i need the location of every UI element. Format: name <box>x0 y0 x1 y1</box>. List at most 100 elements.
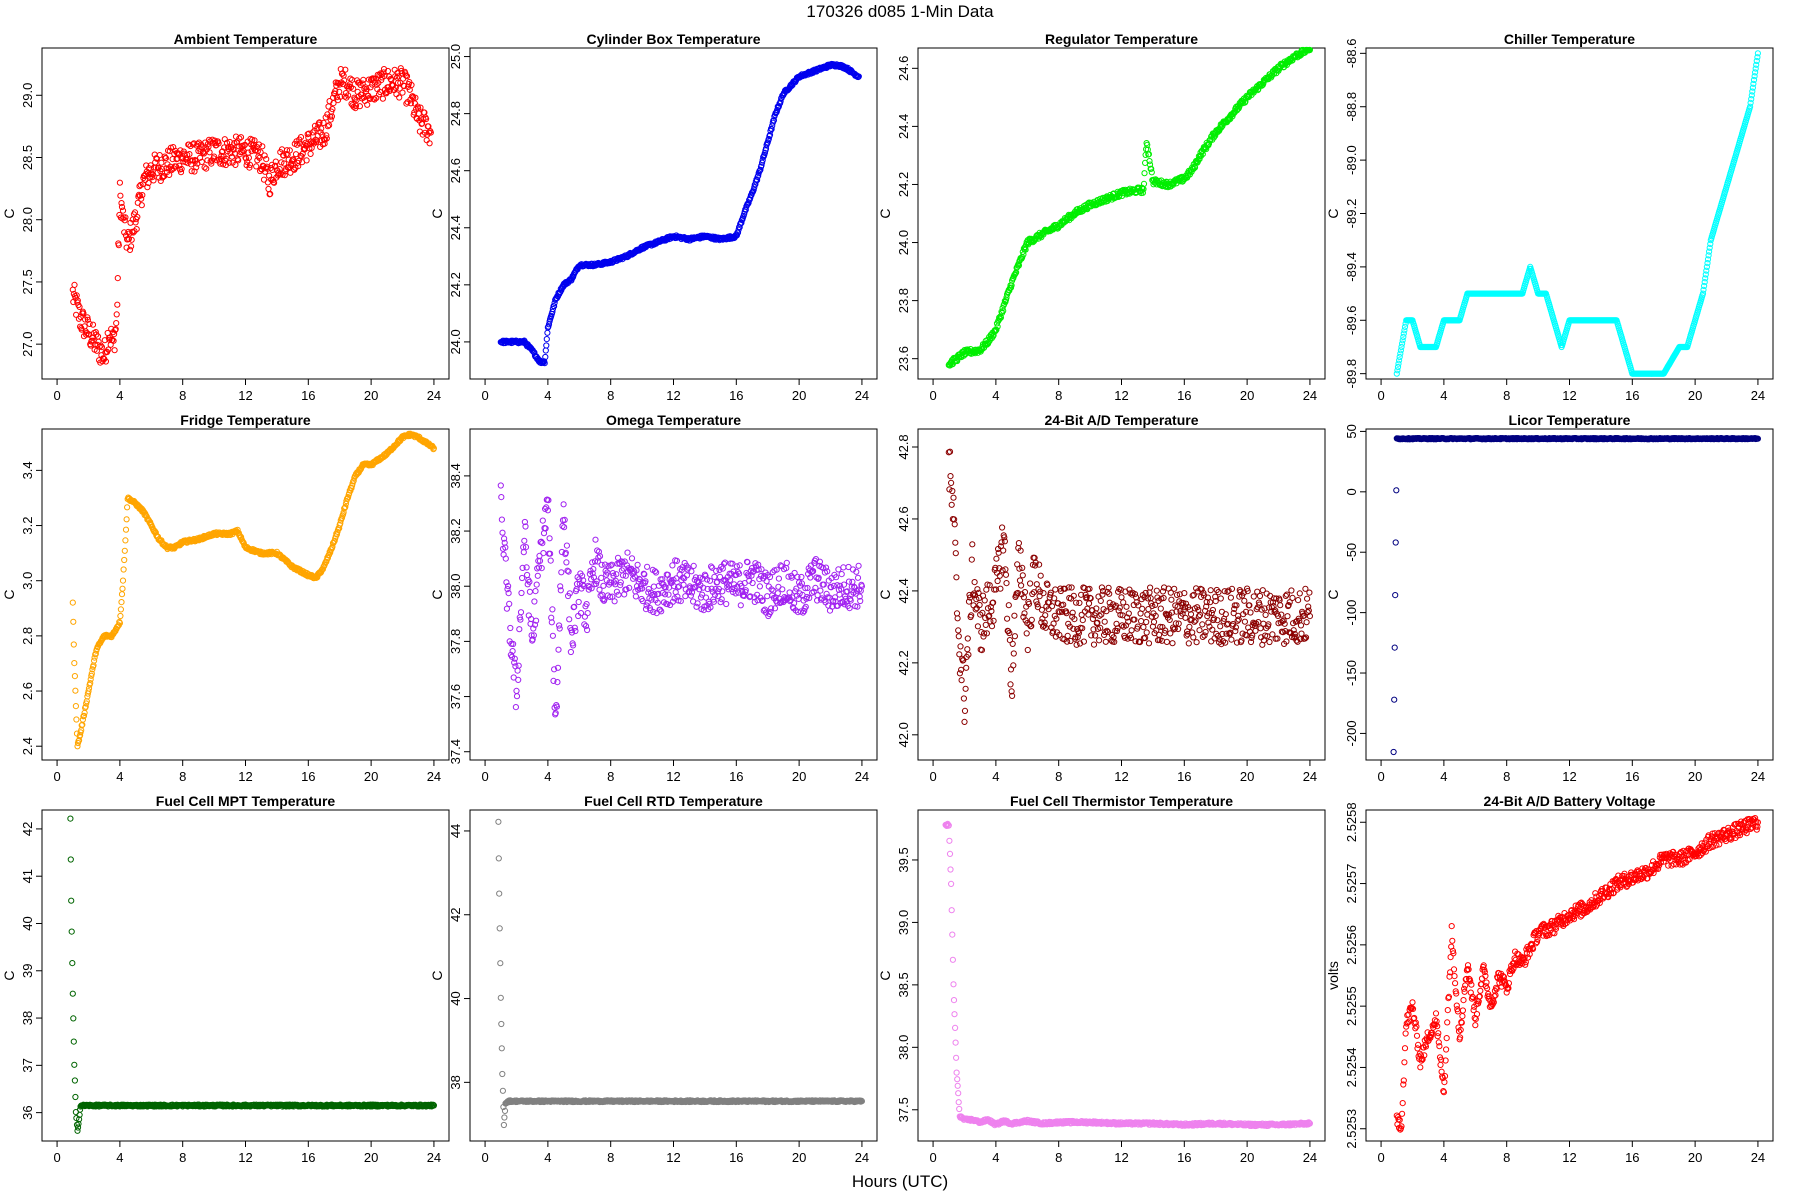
x-tick-label: 20 <box>792 769 806 784</box>
data-point <box>237 134 245 141</box>
data-point <box>1394 363 1402 371</box>
data-point <box>786 589 793 596</box>
x-tick-label: 0 <box>929 388 936 403</box>
x-tick-label: 12 <box>666 388 680 403</box>
data-point <box>118 203 126 211</box>
data-point <box>97 342 104 349</box>
x-tick-label: 12 <box>666 769 680 784</box>
data-point <box>737 602 744 609</box>
data-point <box>156 152 163 159</box>
data-point <box>1145 151 1153 158</box>
data-point <box>955 627 962 634</box>
data-point <box>1016 577 1024 584</box>
data-point <box>88 337 95 344</box>
data-point <box>568 275 576 282</box>
data-point <box>150 177 157 184</box>
data-point <box>425 129 433 136</box>
data-point <box>80 310 87 317</box>
y-tick-label: 23.6 <box>896 346 911 371</box>
data-point <box>515 662 522 669</box>
x-tick-label: 12 <box>1114 388 1128 403</box>
data-point <box>1284 613 1291 620</box>
data-point <box>971 579 978 586</box>
y-axis-label: C <box>1 589 17 599</box>
data-point <box>267 190 274 197</box>
data-point <box>615 591 622 598</box>
x-tick-label: 8 <box>1503 769 1510 784</box>
data-point <box>283 151 290 158</box>
data-point <box>498 516 505 523</box>
data-point <box>270 179 277 186</box>
data-point <box>953 610 961 617</box>
data-point <box>84 314 91 321</box>
data-point <box>1163 638 1171 646</box>
data-point <box>520 549 527 556</box>
data-point <box>122 526 130 533</box>
data-point <box>1207 599 1214 606</box>
data-point <box>1156 631 1163 638</box>
data-point <box>1146 161 1154 168</box>
data-point <box>513 687 520 695</box>
data-point <box>1228 636 1235 643</box>
data-point <box>855 562 862 569</box>
data-point <box>962 685 969 692</box>
data-point <box>968 556 975 563</box>
data-point <box>148 170 155 177</box>
x-tick-label: 8 <box>179 769 186 784</box>
data-point <box>1196 611 1204 619</box>
data-point <box>1277 602 1284 609</box>
data-point <box>1146 158 1153 165</box>
data-point <box>201 164 208 171</box>
x-tick-label: 12 <box>238 388 252 403</box>
x-tick-label: 16 <box>1177 388 1191 403</box>
data-point <box>650 583 658 590</box>
data-point <box>259 143 266 150</box>
data-point <box>155 164 162 171</box>
data-point <box>526 588 534 595</box>
data-point <box>1266 638 1273 646</box>
x-tick-label: 8 <box>607 769 614 784</box>
data-point <box>138 195 145 202</box>
data-point <box>1262 611 1269 619</box>
y-tick-label: 24.2 <box>896 172 911 197</box>
data-point <box>102 358 110 365</box>
data-point <box>423 115 430 123</box>
data-point <box>1148 165 1155 172</box>
data-point <box>1296 590 1303 597</box>
x-tick-label: 4 <box>1440 388 1447 403</box>
data-point <box>950 494 957 501</box>
x-tick-label: 16 <box>301 769 315 784</box>
data-point <box>1169 640 1176 647</box>
data-point <box>982 621 989 629</box>
x-tick-label: 24 <box>855 769 869 784</box>
data-point <box>263 156 270 163</box>
data-point <box>72 703 80 710</box>
data-point <box>323 132 330 139</box>
x-tick-label: 20 <box>364 388 378 403</box>
data-point <box>766 131 774 139</box>
data-point <box>1138 618 1145 625</box>
data-point <box>248 148 255 155</box>
data-point <box>1391 644 1398 651</box>
data-point <box>1024 646 1031 654</box>
data-point <box>138 202 145 209</box>
data-point <box>1295 597 1302 604</box>
data-point <box>323 135 330 142</box>
data-point <box>581 613 589 620</box>
y-tick-label: 2.6 <box>20 682 35 700</box>
x-tick-label: 4 <box>116 388 123 403</box>
data-point <box>134 213 141 221</box>
data-point <box>611 598 618 605</box>
data-point <box>333 94 340 101</box>
data-point <box>1217 623 1224 630</box>
data-point <box>73 716 80 723</box>
data-point <box>193 164 200 171</box>
y-tick-label: 24.4 <box>448 215 463 240</box>
y-tick-label: 42.8 <box>896 434 911 459</box>
y-tick-label: 42.2 <box>896 650 911 675</box>
data-point <box>558 569 565 576</box>
x-tick-label: 0 <box>53 388 60 403</box>
data-point <box>1064 632 1071 640</box>
data-point <box>954 615 961 622</box>
